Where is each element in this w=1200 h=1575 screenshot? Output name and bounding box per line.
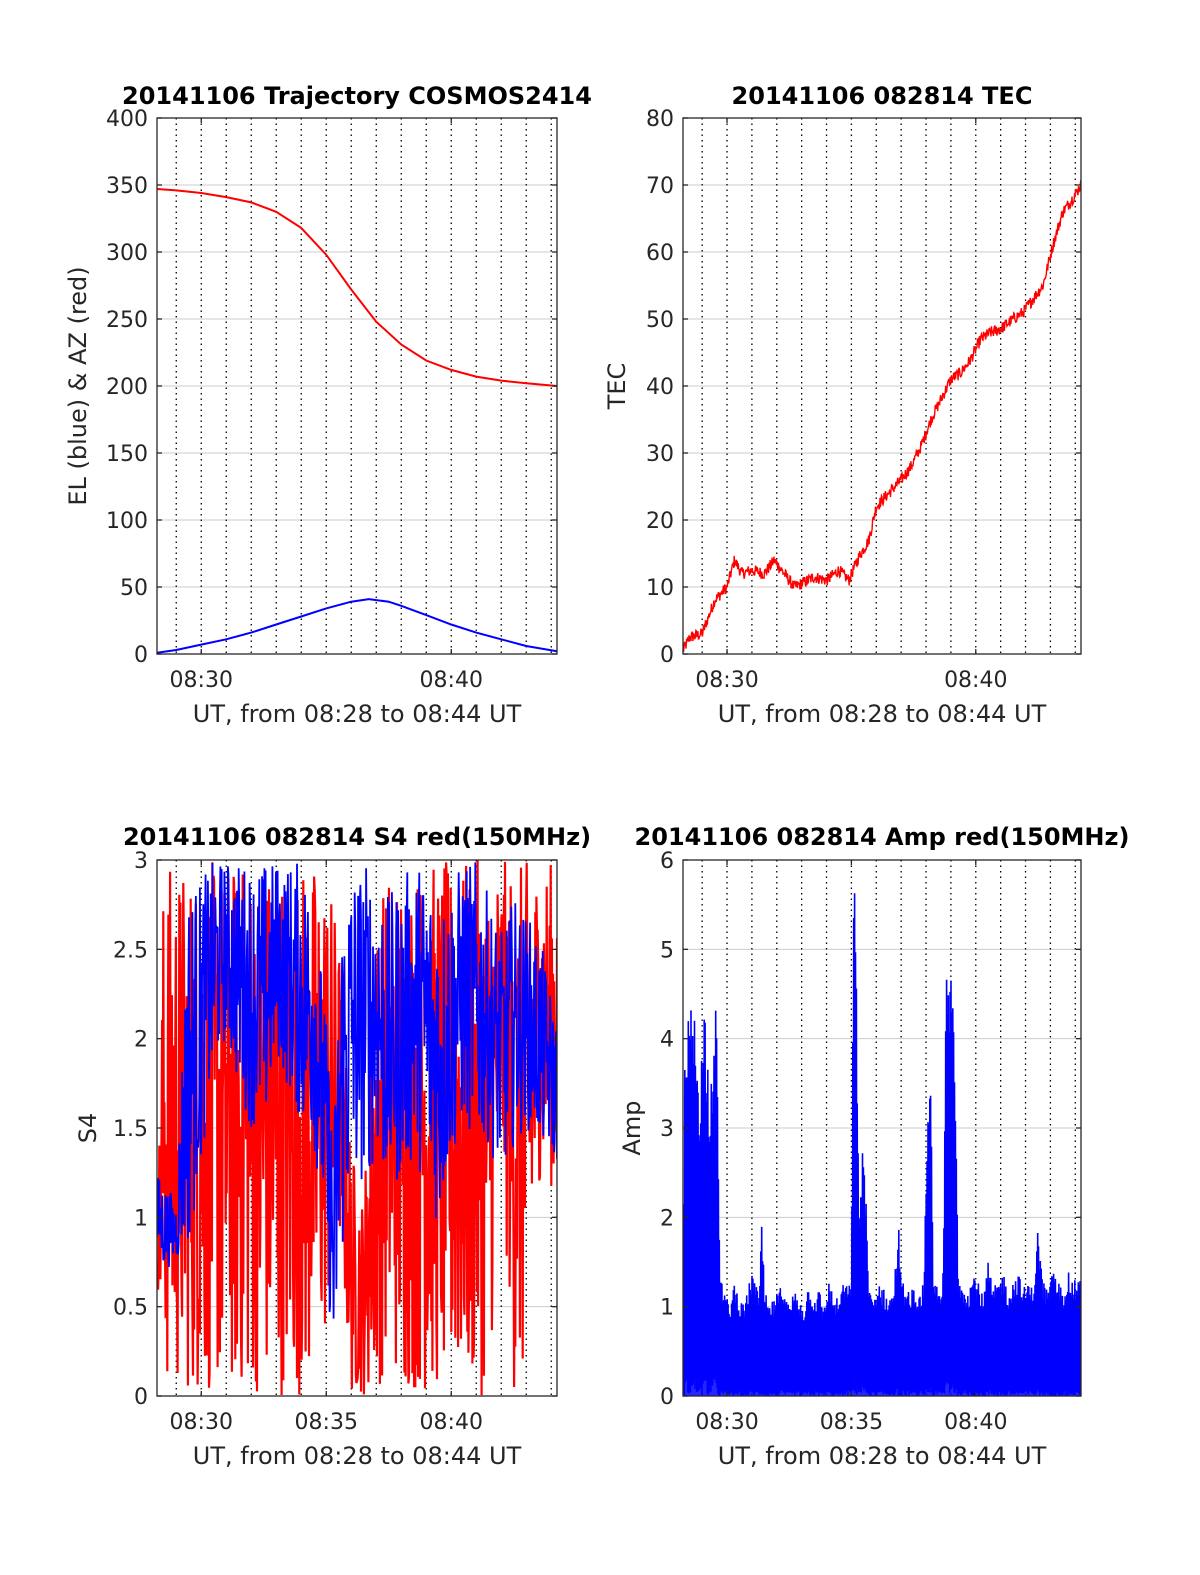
tec-ytick-label-2: 20 xyxy=(646,509,674,534)
amp-xlabel: UT, from 08:28 to 08:44 UT xyxy=(718,1442,1047,1470)
tec-series xyxy=(683,179,1081,653)
amp-ytick-label-1: 1 xyxy=(660,1296,674,1321)
tec-ytick-label-8: 80 xyxy=(646,107,674,132)
trajectory-xtick-label-1: 08:40 xyxy=(420,668,483,693)
trajectory-ytick-label-6: 300 xyxy=(106,241,148,266)
trajectory-xlabel: UT, from 08:28 to 08:44 UT xyxy=(193,700,522,728)
amp-ytick-label-2: 2 xyxy=(660,1206,674,1231)
trajectory-ytick-label-4: 200 xyxy=(106,375,148,400)
s4-ytick-label-0: 0 xyxy=(134,1385,148,1410)
tec-ylabel: TEC xyxy=(603,363,631,411)
s4-ytick-label-1: 0.5 xyxy=(113,1296,148,1321)
amp-ytick-label-0: 0 xyxy=(660,1385,674,1410)
s4-ytick-label-3: 1.5 xyxy=(113,1117,148,1142)
trajectory-title: 20141106 Trajectory COSMOS2414 xyxy=(122,82,592,110)
trajectory-series-1-line xyxy=(157,598,557,654)
tec-xtick-label-0: 08:30 xyxy=(695,668,758,693)
amp-ytick-label-4: 4 xyxy=(660,1028,674,1053)
tec-panel: 20141106 082814 TEC UT, from 08:28 to 08… xyxy=(603,82,1082,728)
trajectory-ytick-label-7: 350 xyxy=(106,174,148,199)
amp-xtick-label-2: 08:40 xyxy=(944,1410,1007,1435)
amp-ytick-label-6: 6 xyxy=(660,849,674,874)
trajectory-series-0-line xyxy=(157,188,557,387)
trajectory-ytick-label-2: 100 xyxy=(106,509,148,534)
s4-title: 20141106 082814 S4 red(150MHz) xyxy=(123,823,591,851)
s4-xlabel: UT, from 08:28 to 08:44 UT xyxy=(193,1442,522,1470)
tec-ytick-label-4: 40 xyxy=(646,375,674,400)
amp-series-0-fill xyxy=(683,1320,1081,1396)
amp-xtick-label-0: 08:30 xyxy=(695,1410,758,1435)
s4-panel: 20141106 082814 S4 red(150MHz) UT, from … xyxy=(74,823,591,1470)
tec-ytick-label-3: 30 xyxy=(646,442,674,467)
amp-title: 20141106 082814 Amp red(150MHz) xyxy=(635,823,1130,851)
trajectory-ytick-label-8: 400 xyxy=(106,107,148,132)
trajectory-xtick-label-0: 08:30 xyxy=(170,668,233,693)
amp-panel: 20141106 082814 Amp red(150MHz) UT, from… xyxy=(618,823,1129,1470)
tec-ytick-label-5: 50 xyxy=(646,308,674,333)
tec-ytick-label-7: 70 xyxy=(646,174,674,199)
amp-ylabel: Amp xyxy=(618,1100,646,1155)
s4-ytick-label-2: 1 xyxy=(134,1206,148,1231)
s4-series-1-line xyxy=(157,862,557,1319)
trajectory-ylabel: EL (blue) & AZ (red) xyxy=(64,266,92,505)
amp-series-0-line xyxy=(683,893,1081,1396)
s4-series xyxy=(157,860,557,1396)
tec-xtick-label-1: 08:40 xyxy=(944,668,1007,693)
s4-xtick-label-2: 08:40 xyxy=(420,1410,483,1435)
s4-ylabel: S4 xyxy=(74,1113,102,1144)
trajectory-panel: 20141106 Trajectory COSMOS2414 UT, from … xyxy=(64,82,592,728)
amp-xtick-label-1: 08:35 xyxy=(820,1410,883,1435)
tec-title: 20141106 082814 TEC xyxy=(732,82,1033,110)
amp-ytick-label-3: 3 xyxy=(660,1117,674,1142)
amp-ytick-label-5: 5 xyxy=(660,938,674,963)
trajectory-ytick-label-1: 50 xyxy=(120,576,148,601)
trajectory-ytick-label-3: 150 xyxy=(106,442,148,467)
tec-ytick-label-0: 0 xyxy=(660,643,674,668)
tec-xlabel: UT, from 08:28 to 08:44 UT xyxy=(718,700,1047,728)
s4-ytick-label-4: 2 xyxy=(134,1028,148,1053)
trajectory-ytick-label-5: 250 xyxy=(106,308,148,333)
s4-ytick-label-5: 2.5 xyxy=(113,938,148,963)
s4-xtick-label-0: 08:30 xyxy=(170,1410,233,1435)
tec-ytick-label-6: 60 xyxy=(646,241,674,266)
s4-xtick-label-1: 08:35 xyxy=(295,1410,358,1435)
tec-series-0-line xyxy=(683,179,1081,653)
amp-series xyxy=(683,893,1081,1396)
s4-ytick-label-6: 3 xyxy=(134,849,148,874)
trajectory-series xyxy=(157,188,557,654)
trajectory-ytick-label-0: 0 xyxy=(134,643,148,668)
tec-ytick-label-1: 10 xyxy=(646,576,674,601)
